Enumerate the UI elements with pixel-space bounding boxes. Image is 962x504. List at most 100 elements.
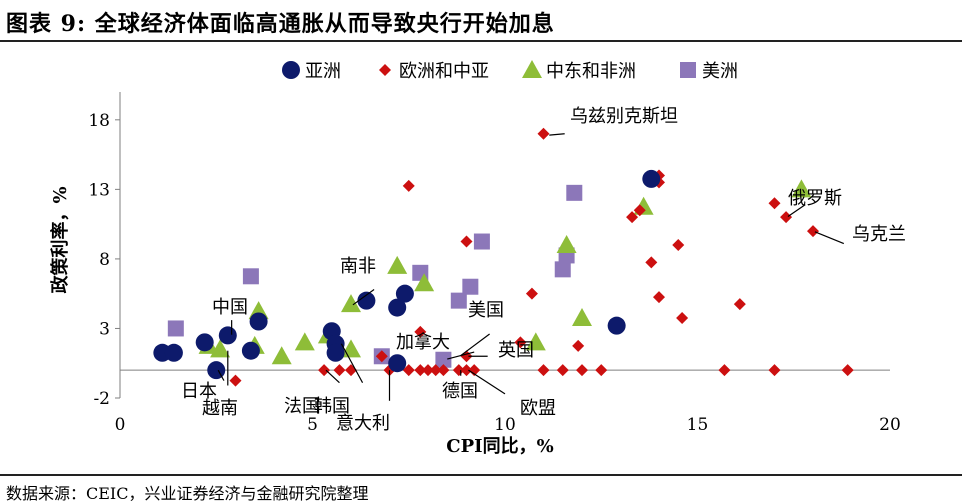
data-point [791, 179, 812, 198]
y-tick-label: 3 [99, 319, 110, 339]
data-point [780, 211, 793, 224]
legend-marker [522, 60, 542, 78]
data-point [164, 343, 183, 362]
callout-line [549, 133, 565, 136]
legend-label: 亚洲 [305, 61, 341, 82]
callout-line [217, 369, 225, 381]
y-tick-label: 18 [88, 111, 110, 131]
data-point [218, 326, 237, 345]
data-point [437, 364, 450, 377]
y-tick-label: 8 [99, 250, 110, 270]
data-point [554, 261, 571, 278]
data-point [249, 312, 268, 331]
legend-label: 美洲 [702, 61, 738, 82]
data-point [229, 374, 242, 387]
x-tick-label: 5 [307, 415, 318, 435]
callout-line [352, 289, 375, 306]
axis-ticks: -2 3 8 13 18 0 5 10 15 20 [88, 111, 900, 435]
annotation-label: 韩国 [314, 396, 350, 417]
callout-line [468, 369, 506, 395]
callout-line [460, 333, 490, 357]
data-point [402, 364, 415, 377]
data-point [387, 255, 408, 274]
data-point [460, 364, 473, 377]
data-point [566, 184, 583, 201]
data-point [167, 320, 184, 337]
data-point [388, 354, 407, 373]
title-rule [0, 40, 962, 42]
data-point [195, 333, 214, 352]
annotation-label: 乌兹别克斯坦 [570, 106, 678, 127]
annotation-label: 德国 [442, 381, 478, 402]
annotation-label: 意大利 [336, 413, 390, 434]
data-point [768, 364, 781, 377]
x-tick-label: 10 [494, 415, 516, 435]
annotation-label: 美国 [468, 300, 504, 321]
data-point [422, 364, 434, 377]
data-point [718, 364, 731, 377]
data-point [460, 235, 473, 248]
legend-marker [379, 64, 391, 76]
data-point [429, 364, 442, 377]
data-point [525, 332, 546, 351]
annotation-label: 日本 [181, 381, 217, 402]
legend-label: 欧洲和中亚 [399, 61, 489, 82]
data-point [395, 284, 414, 303]
callout-line [340, 343, 364, 383]
annotation-label: 越南 [202, 398, 238, 419]
annotation-label: 法国 [284, 396, 320, 417]
y-tick-label: -2 [93, 389, 110, 409]
data-points [153, 127, 854, 387]
data-point [207, 361, 226, 380]
data-point [595, 364, 608, 377]
data-point [318, 364, 331, 377]
x-tick-label: 15 [687, 415, 709, 435]
data-point [271, 346, 292, 365]
data-point [468, 364, 481, 377]
annotation-label: 加拿大 [396, 331, 450, 353]
callout-lines [217, 133, 845, 401]
data-point [341, 294, 361, 313]
data-point [435, 351, 452, 368]
source-note: 数据来源：CEIC，兴业证券经济与金融研究院整理 [6, 484, 369, 503]
data-point [733, 298, 746, 311]
data-point [450, 292, 467, 309]
annotation-label: 英国 [498, 340, 534, 361]
data-point [452, 364, 465, 377]
data-point [768, 197, 781, 210]
annotation-label: 欧盟 [520, 398, 556, 419]
legend: 亚洲 欧洲和中亚 中东和非洲 美洲 [282, 60, 738, 82]
data-point [607, 316, 626, 335]
footer-rule [0, 474, 962, 476]
annotation-label: 俄罗斯 [788, 188, 842, 209]
data-point [414, 325, 427, 338]
annotation-label: 乌克兰 [852, 224, 906, 245]
legend-marker [282, 61, 300, 79]
data-point [537, 127, 550, 140]
legend-label: 中东和非洲 [546, 61, 636, 82]
data-point [556, 364, 569, 377]
data-point [642, 169, 661, 188]
x-axis-label: CPI同比，% [446, 436, 553, 457]
data-point [672, 239, 685, 251]
data-point [514, 336, 527, 349]
data-point [572, 339, 585, 352]
data-point [645, 256, 658, 269]
x-tick-label: 0 [115, 415, 126, 435]
data-point [473, 233, 490, 250]
callout-line [325, 369, 340, 384]
data-point [333, 364, 346, 377]
data-point [576, 364, 588, 377]
y-axis-label: 政策利率，% [49, 186, 71, 293]
data-point [388, 298, 407, 317]
data-point [556, 235, 577, 253]
data-point [572, 308, 592, 327]
data-point [807, 225, 819, 238]
callout-line [787, 204, 806, 217]
data-point [525, 287, 538, 300]
data-point [402, 179, 415, 192]
plot-area [119, 92, 890, 398]
legend-marker [680, 62, 696, 78]
